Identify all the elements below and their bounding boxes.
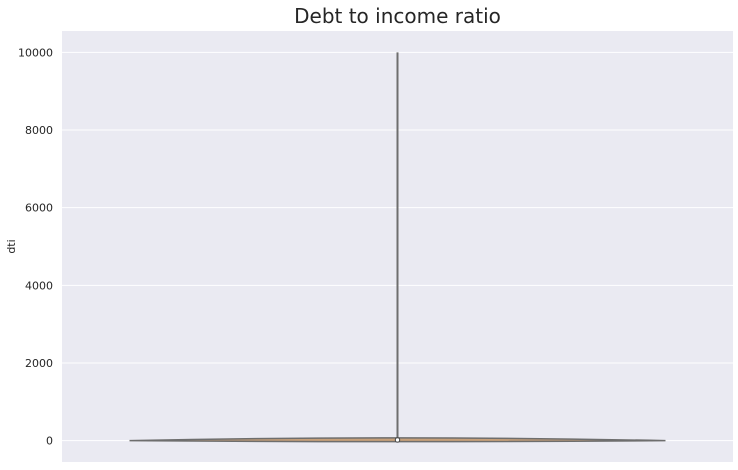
y-axis-label: dti [5,239,18,253]
y-tick-labels: 0 2000 4000 6000 8000 10000 [18,46,53,447]
y-tick-label-8000: 8000 [25,124,53,137]
y-tick-label-0: 0 [46,435,53,448]
y-tick-label-6000: 6000 [25,202,53,215]
y-tick-label-10000: 10000 [18,46,53,59]
violin-group [129,52,666,443]
y-tick-label-2000: 2000 [25,357,53,370]
violin-median-marker [394,437,401,443]
y-tick-label-4000: 4000 [25,279,53,292]
chart-title: Debt to income ratio [294,4,501,28]
